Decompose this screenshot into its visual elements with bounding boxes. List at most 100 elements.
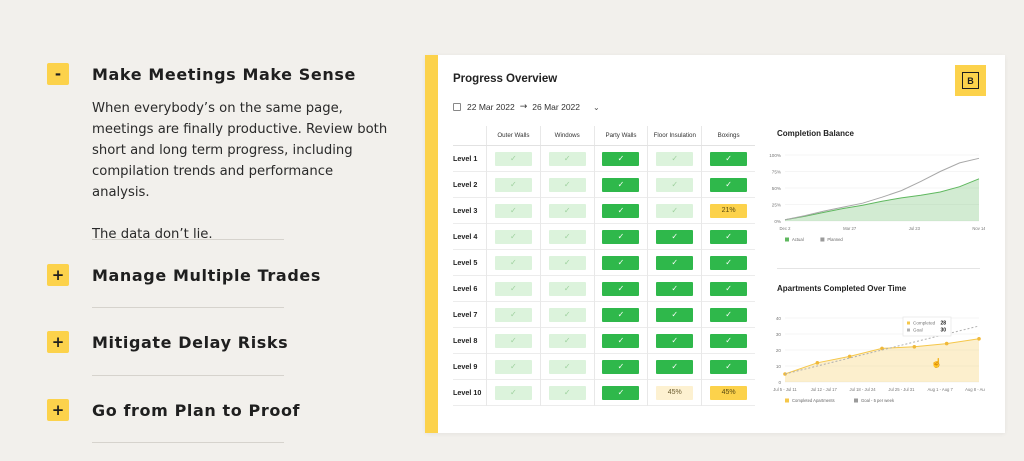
status-complete[interactable]: ✓	[710, 255, 748, 270]
check-icon: ✓	[671, 257, 679, 267]
status-complete[interactable]: ✓	[602, 151, 640, 166]
divider	[92, 307, 284, 308]
chart-title-apartments: Apartments Completed Over Time	[777, 284, 907, 293]
status-complete-prior[interactable]: ✓	[494, 359, 532, 374]
grid-cell: ✓	[593, 145, 648, 172]
y-tick-label: 100%	[769, 153, 781, 158]
accordion-header-delay[interactable]: + Mitigate Delay Risks	[47, 330, 387, 354]
y-tick-label: 30	[776, 332, 782, 337]
row-label: Level 6	[453, 284, 478, 293]
progress-overview-card: Progress Overview B 22 Mar 2022 → 26 Mar…	[425, 55, 1005, 433]
check-icon: ✓	[617, 231, 625, 241]
row-label: Level 5	[453, 258, 478, 267]
accent-stripe	[425, 55, 438, 433]
status-complete-prior[interactable]: ✓	[494, 229, 532, 244]
series-line	[784, 325, 980, 375]
grid-cell: ✓	[539, 145, 594, 172]
chevron-down-icon[interactable]: ⌄	[593, 102, 600, 112]
status-complete[interactable]: ✓	[656, 281, 694, 296]
status-complete[interactable]: ✓	[602, 203, 640, 218]
grid-row: Level 5 ✓ ✓ ✓ ✓ ✓	[453, 249, 755, 276]
accordion-header-trades[interactable]: + Manage Multiple Trades	[47, 263, 387, 287]
expand-toggle-icon[interactable]: +	[47, 399, 69, 421]
data-point	[815, 361, 820, 365]
accordion-title[interactable]: Mitigate Delay Risks	[92, 332, 289, 352]
date-end: 26 Mar 2022	[532, 102, 581, 112]
status-complete-prior[interactable]: ✓	[494, 177, 532, 192]
check-icon: ✓	[671, 283, 679, 293]
status-complete[interactable]: ✓	[656, 307, 694, 322]
accordion-header-proof[interactable]: + Go from Plan to Proof	[47, 398, 387, 422]
status-complete-prior[interactable]: ✓	[548, 385, 586, 400]
status-complete-prior[interactable]: ✓	[656, 177, 694, 192]
status-complete[interactable]: ✓	[710, 307, 748, 322]
collapse-toggle-icon[interactable]: -	[47, 63, 69, 85]
status-complete-prior[interactable]: ✓	[494, 203, 532, 218]
status-complete[interactable]: ✓	[710, 281, 748, 296]
status-complete[interactable]: ✓	[602, 307, 640, 322]
status-complete-prior[interactable]: ✓	[494, 307, 532, 322]
status-complete[interactable]: ✓	[710, 359, 748, 374]
y-tick-label: 25%	[772, 202, 781, 207]
status-complete-prior[interactable]: ✓	[548, 281, 586, 296]
status-complete[interactable]: ✓	[602, 177, 640, 192]
y-tick-label: 50%	[772, 186, 781, 191]
status-complete[interactable]: ✓	[656, 333, 694, 348]
status-complete[interactable]: ✓	[602, 333, 640, 348]
status-complete-prior[interactable]: ✓	[494, 281, 532, 296]
status-complete-prior[interactable]: ✓	[548, 307, 586, 322]
check-icon: ✓	[563, 335, 571, 345]
check-icon: ✓	[617, 257, 625, 267]
accordion-title[interactable]: Manage Multiple Trades	[92, 265, 321, 285]
status-complete-prior[interactable]: ✓	[548, 151, 586, 166]
check-icon: ✓	[563, 231, 571, 241]
status-complete-prior[interactable]: ✓	[548, 203, 586, 218]
status-complete[interactable]: ✓	[656, 255, 694, 270]
status-complete[interactable]: ✓	[602, 281, 640, 296]
status-complete-prior[interactable]: ✓	[494, 333, 532, 348]
y-tick-label: 40	[776, 316, 782, 321]
status-complete-prior[interactable]: ✓	[548, 255, 586, 270]
check-icon: ✓	[510, 309, 517, 319]
date-range-picker[interactable]: 22 Mar 2022 → 26 Mar 2022 ⌄	[453, 102, 600, 112]
status-percentage[interactable]: 45%	[656, 385, 694, 400]
expand-toggle-icon[interactable]: +	[47, 331, 69, 353]
status-complete[interactable]: ✓	[602, 229, 640, 244]
status-complete-prior[interactable]: ✓	[656, 151, 694, 166]
grid-cell: ✓	[647, 145, 701, 172]
status-complete[interactable]: ✓	[710, 151, 748, 166]
status-complete-prior[interactable]: ✓	[548, 229, 586, 244]
status-complete[interactable]: ✓	[602, 359, 640, 374]
grid-cell: ✓	[593, 327, 648, 354]
status-complete[interactable]: ✓	[602, 255, 640, 270]
grid-cell: ✓	[486, 171, 540, 198]
status-complete[interactable]: ✓	[710, 333, 748, 348]
status-complete-prior[interactable]: ✓	[656, 203, 694, 218]
status-complete-prior[interactable]: ✓	[548, 359, 586, 374]
expand-toggle-icon[interactable]: +	[47, 264, 69, 286]
status-complete-prior[interactable]: ✓	[494, 151, 532, 166]
status-percentage[interactable]: 21%	[710, 203, 748, 218]
tooltip-label: Completed	[913, 321, 936, 326]
grid-cell: ✓	[647, 197, 701, 224]
accordion-body: When everybody’s on the same page, meeti…	[92, 98, 392, 245]
chart-title-completion: Completion Balance	[777, 129, 854, 138]
grid-row: Level 3 ✓ ✓ ✓ ✓ 21%	[453, 197, 755, 224]
accordion-title[interactable]: Go from Plan to Proof	[92, 400, 301, 420]
status-complete[interactable]: ✓	[602, 385, 640, 400]
status-complete[interactable]: ✓	[710, 177, 748, 192]
divider	[92, 375, 284, 376]
check-icon: ✓	[617, 179, 625, 189]
status-percentage[interactable]: 45%	[710, 385, 748, 400]
status-complete-prior[interactable]: ✓	[548, 177, 586, 192]
grid-row: Level 1 ✓ ✓ ✓ ✓ ✓	[453, 145, 755, 172]
status-complete-prior[interactable]: ✓	[548, 333, 586, 348]
status-complete[interactable]: ✓	[710, 229, 748, 244]
grid-cell: ✓	[647, 171, 701, 198]
status-complete[interactable]: ✓	[656, 359, 694, 374]
status-complete-prior[interactable]: ✓	[494, 385, 532, 400]
status-complete[interactable]: ✓	[656, 229, 694, 244]
accordion-title[interactable]: Make Meetings Make Sense	[92, 64, 356, 84]
status-complete-prior[interactable]: ✓	[494, 255, 532, 270]
accordion-header-meetings[interactable]: - Make Meetings Make Sense	[47, 62, 387, 86]
